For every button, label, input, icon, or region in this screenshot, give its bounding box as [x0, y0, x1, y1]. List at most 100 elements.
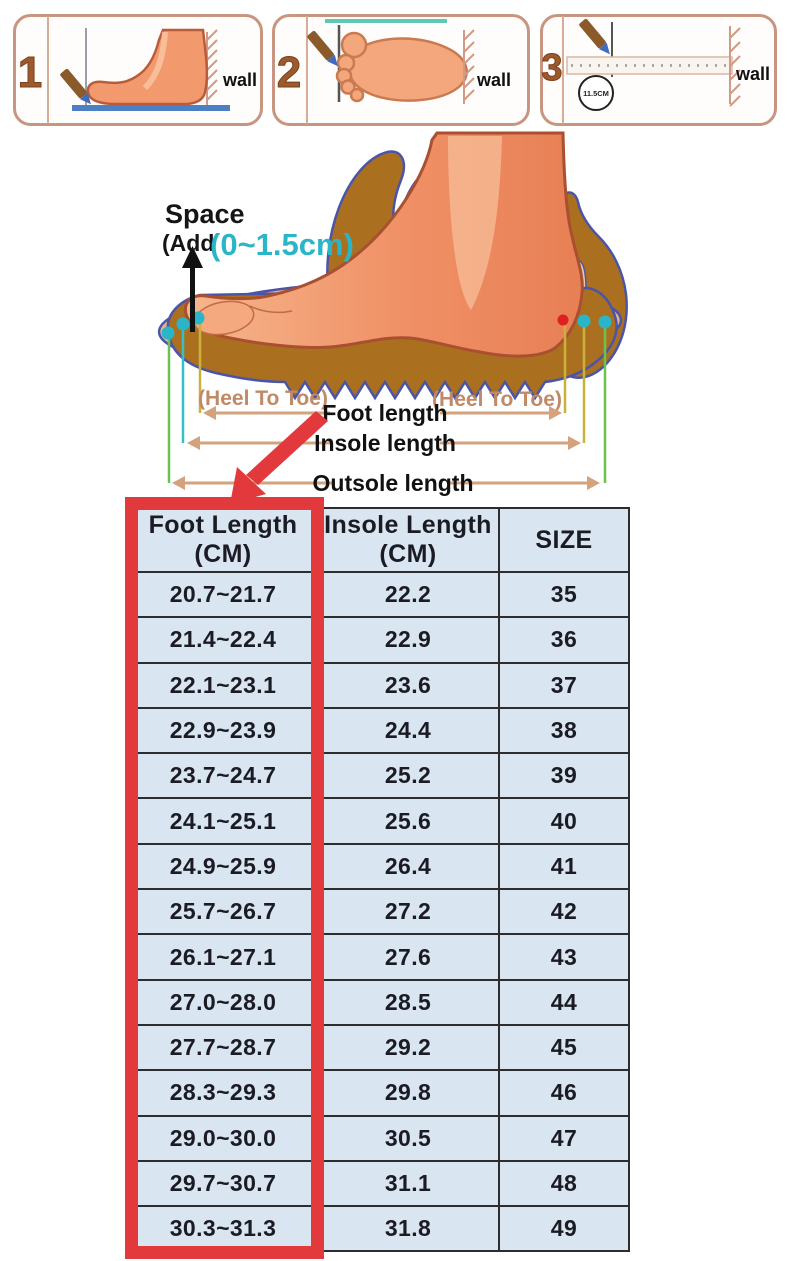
size-cell: 37: [498, 661, 630, 709]
size-cell: 42: [498, 888, 630, 936]
heel-to-toe-left-label: (Heel To Toe): [198, 387, 328, 410]
insole-outline: [157, 279, 623, 373]
size-table: Foot Length (CM) Insole Length (CM) SIZE…: [128, 507, 630, 1253]
wall-hatch-icon: [729, 26, 741, 107]
insole-length-cell: 25.6: [316, 797, 500, 845]
shoe-upper-silhouette: [326, 150, 628, 384]
insole-length-cell: 31.1: [316, 1159, 500, 1208]
pencil-icon: [60, 68, 91, 105]
pencil-icon: [579, 18, 610, 55]
size-cell: 44: [498, 978, 630, 1026]
table-row: 23.7~24.7 25.2 39: [128, 752, 630, 800]
table-row: 29.0~30.0 30.5 47: [128, 1114, 630, 1162]
space-range-label: (0~1.5cm): [210, 227, 354, 262]
insole-length-cell: 22.9: [316, 616, 500, 664]
length-circle-label: 11.5CM: [583, 89, 609, 98]
insole-length-cell: 29.8: [316, 1069, 500, 1117]
step-3-number: 3: [541, 47, 562, 89]
size-cell: 35: [498, 570, 630, 619]
wall-label: wall: [735, 64, 770, 84]
heel-to-toe-right-label: (Heel To Toe): [432, 388, 562, 411]
insole-length-label: Insole length: [314, 430, 456, 456]
foot-length-cell: 29.0~30.0: [128, 1114, 318, 1162]
foot-length-cell: 22.1~23.1: [128, 661, 318, 709]
insole-length-cell: 31.8: [316, 1205, 500, 1253]
foot-length-cell: 24.1~25.1: [128, 797, 318, 845]
ruler-edge-icon: [325, 19, 447, 23]
measure-step-3-panel: 3 11.5CM wall: [540, 14, 777, 126]
wall-label: wall: [476, 70, 511, 90]
insole-length-cell: 30.5: [316, 1114, 500, 1162]
foot-illustration: [183, 131, 584, 358]
space-annotation: Space (Add (0~1.5cm): [162, 199, 354, 332]
red-arrow-icon: [230, 411, 328, 504]
insole-length-cell: 28.5: [316, 978, 500, 1026]
table-row: 22.1~23.1 23.6 37: [128, 661, 630, 709]
size-cell: 48: [498, 1159, 630, 1208]
space-add-label: (Add: [162, 230, 214, 256]
size-cell: 36: [498, 616, 630, 664]
table-row: 30.3~31.3 31.8 49: [128, 1205, 630, 1253]
insole-length-cell: 29.2: [316, 1023, 500, 1072]
insole-length-cell: 23.6: [316, 661, 500, 709]
foot-length-cell: 29.7~30.7: [128, 1159, 318, 1208]
wall-hatch-icon: [463, 29, 475, 104]
outsole-length-measure: [172, 476, 600, 490]
foot-length-cell: 27.7~28.7: [128, 1023, 318, 1072]
table-row: 29.7~30.7 31.1 48: [128, 1159, 630, 1208]
space-arrow-icon: [182, 246, 203, 332]
size-cell: 38: [498, 706, 630, 755]
foot-sole-icon: [335, 31, 468, 103]
insole-length-cell: 25.2: [316, 752, 500, 800]
foot-length-cell: 28.3~29.3: [128, 1069, 318, 1117]
measurement-guide-lines: [167, 322, 607, 483]
size-cell: 41: [498, 842, 630, 891]
measurement-dots: [161, 311, 612, 340]
measure-step-2-panel: 2 wall: [272, 14, 530, 126]
foot-length-header: Foot Length (CM): [128, 507, 318, 573]
measure-step-1-panel: 1 wall: [13, 14, 263, 126]
length-circle-icon: 11.5CM: [578, 75, 614, 111]
insole-length-measure: [187, 436, 581, 450]
foot-length-cell: 24.9~25.9: [128, 842, 318, 891]
table-row: 21.4~22.4 22.9 36: [128, 616, 630, 664]
size-header: SIZE: [498, 507, 630, 573]
space-label: Space: [165, 199, 245, 229]
foot-length-cell: 25.7~26.7: [128, 888, 318, 936]
table-row: 28.3~29.3 29.8 46: [128, 1069, 630, 1117]
step-2-number: 2: [277, 48, 301, 97]
table-row: 20.7~21.7 22.2 35: [128, 570, 630, 619]
outsole-length-label: Outsole length: [313, 470, 474, 496]
foot-length-cell: 20.7~21.7: [128, 570, 318, 619]
size-cell: 43: [498, 933, 630, 981]
size-table-header: Foot Length (CM) Insole Length (CM) SIZE: [128, 507, 630, 573]
foot-side-icon: [86, 28, 209, 106]
step-1-number: 1: [18, 48, 42, 97]
foot-measurement-diagram: Space (Add (0~1.5cm) (Heel To Toe) (Heel…: [157, 131, 628, 504]
size-table-body: 20.7~21.7 22.2 35 21.4~22.4 22.9 36 22.1…: [128, 570, 630, 1253]
floor-board-icon: [72, 105, 230, 111]
table-row: 22.9~23.9 24.4 38: [128, 706, 630, 755]
size-cell: 40: [498, 797, 630, 845]
foot-length-cell: 27.0~28.0: [128, 978, 318, 1026]
size-cell: 39: [498, 752, 630, 800]
insole-length-cell: 24.4: [316, 706, 500, 755]
foot-length-measure: [203, 406, 562, 420]
foot-length-cell: 26.1~27.1: [128, 933, 318, 981]
insole-length-header: Insole Length (CM): [316, 507, 500, 573]
size-cell: 47: [498, 1114, 630, 1162]
foot-length-cell: 21.4~22.4: [128, 616, 318, 664]
table-row: 24.9~25.9 26.4 41: [128, 842, 630, 891]
table-row: 25.7~26.7 27.2 42: [128, 888, 630, 936]
foot-length-cell: 30.3~31.3: [128, 1205, 318, 1253]
foot-length-label: Foot length: [322, 400, 447, 426]
pencil-icon: [307, 30, 338, 67]
foot-length-cell: 22.9~23.9: [128, 706, 318, 755]
table-row: 26.1~27.1 27.6 43: [128, 933, 630, 981]
table-row: 27.0~28.0 28.5 44: [128, 978, 630, 1026]
size-cell: 46: [498, 1069, 630, 1117]
insole-length-cell: 26.4: [316, 842, 500, 891]
outsole-tread: [166, 286, 618, 401]
insole-length-cell: 27.2: [316, 888, 500, 936]
